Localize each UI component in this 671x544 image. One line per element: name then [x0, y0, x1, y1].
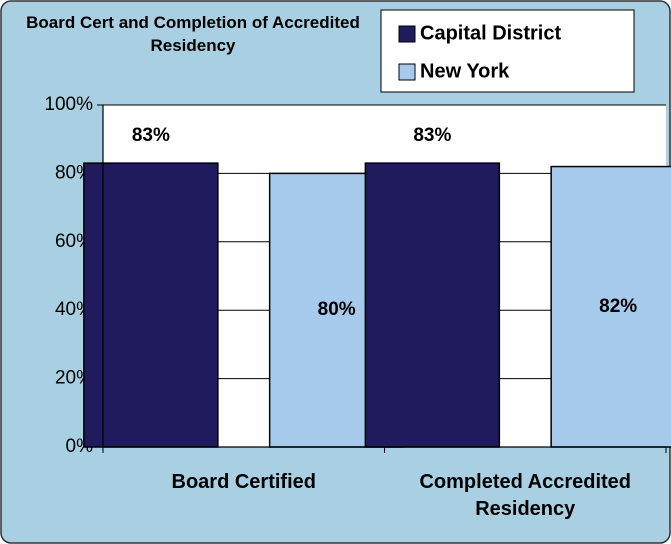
data-label: 82%	[599, 296, 637, 317]
x-tick-label-box: Completed Accredited Residency	[419, 471, 632, 520]
legend-label: New York	[420, 60, 510, 82]
legend-label: Capital District	[420, 22, 561, 44]
bar	[83, 162, 219, 448]
bar	[364, 162, 501, 448]
title-box: Board Cert and Completion of Accredited …	[26, 13, 360, 55]
legend: Capital District New York	[380, 9, 635, 93]
legend-swatch	[398, 25, 416, 43]
legend-swatch	[398, 63, 416, 81]
x-tick-label: Board Certified	[171, 471, 316, 493]
data-label: 83%	[413, 125, 451, 146]
plot-layer: 0%20%40%60%80%100%83%80%Board Certified8…	[44, 9, 671, 520]
x-tick-label: Completed Accredited Residency	[419, 471, 632, 520]
bar	[550, 165, 671, 448]
chart-title: Board Cert and Completion of Accredited …	[26, 13, 360, 55]
data-label: 80%	[318, 299, 356, 320]
legend-box	[380, 9, 635, 93]
data-label: 83%	[132, 125, 170, 146]
x-tick-label-box: Board Certified	[171, 471, 316, 493]
y-tick-label: 100%	[44, 94, 93, 115]
